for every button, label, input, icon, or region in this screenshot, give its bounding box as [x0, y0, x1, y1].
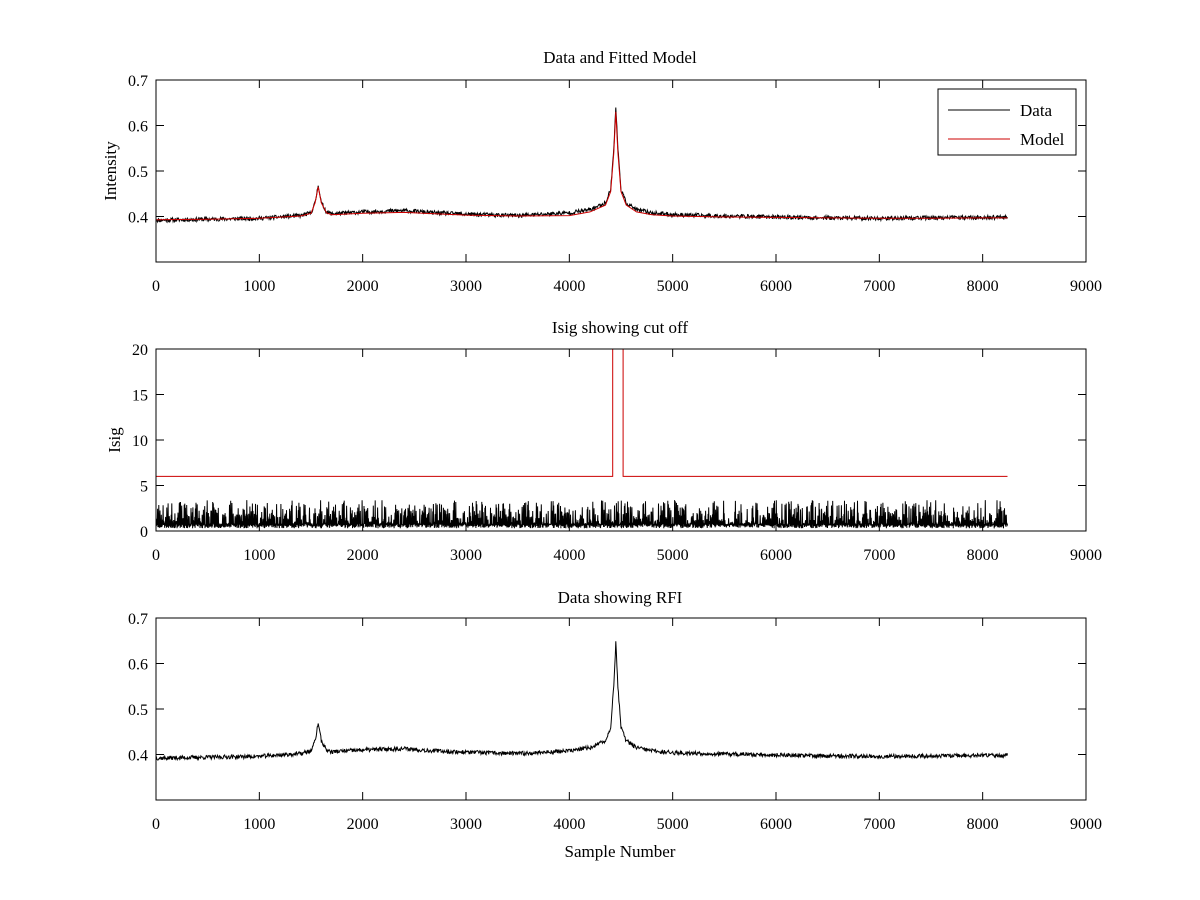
- y-tick-label: 0.4: [128, 210, 148, 227]
- x-tick-label: 5000: [657, 547, 689, 564]
- x-tick-label: 9000: [1070, 278, 1102, 295]
- x-tick-label: 3000: [450, 816, 482, 833]
- x-tick-label: 0: [152, 278, 160, 295]
- legend-box: [937, 88, 1077, 156]
- y-tick-label: 0.7: [128, 73, 148, 90]
- y-axis-label: Isig: [105, 427, 124, 453]
- x-tick-label: 5000: [657, 816, 689, 833]
- y-tick-label: 5: [140, 479, 148, 496]
- plot-title: Data and Fitted Model: [543, 48, 697, 67]
- subplot-data-and-fitted-model: Data and Fitted Model Intensity 0 1000 200…: [101, 48, 1102, 295]
- series-line-data: [156, 641, 1008, 762]
- y-tick-label: 20: [132, 342, 148, 359]
- plot-title: Isig showing cut off: [552, 318, 688, 337]
- x-tick-label: 7000: [863, 547, 895, 564]
- x-tick-label: 8000: [967, 547, 999, 564]
- x-tick-label: 1000: [243, 816, 275, 833]
- y-tick-label: 0.5: [128, 702, 148, 719]
- x-tick-label: 5000: [657, 278, 689, 295]
- y-tick-label: 10: [132, 433, 148, 450]
- x-tick-label: 7000: [863, 278, 895, 295]
- x-tick-label: 3000: [450, 278, 482, 295]
- series-line-isig: [156, 500, 1009, 529]
- x-tick-label: 2000: [347, 278, 379, 295]
- x-tick-label: 8000: [967, 816, 999, 833]
- x-tick-label: 2000: [347, 816, 379, 833]
- series-line-model: [156, 111, 1008, 221]
- x-tick-label: 0: [152, 816, 160, 833]
- y-tick-label: 0: [140, 524, 148, 541]
- x-tick-label: 4000: [553, 278, 585, 295]
- x-tick-label: 4000: [553, 816, 585, 833]
- y-tick-label: 0.7: [128, 611, 148, 628]
- series-line-data: [156, 107, 1008, 224]
- x-tick-label: 1000: [243, 547, 275, 564]
- x-tick-label: 6000: [760, 547, 792, 564]
- x-tick-label: 9000: [1070, 816, 1102, 833]
- legend: Data Model: [937, 88, 1077, 156]
- x-tick-label: 2000: [347, 547, 379, 564]
- x-tick-label: 0: [152, 547, 160, 564]
- plot-area: [156, 80, 1086, 262]
- x-tick-label: 3000: [450, 547, 482, 564]
- x-tick-label: 8000: [967, 278, 999, 295]
- x-tick-label: 9000: [1070, 547, 1102, 564]
- y-tick-label: 0.6: [128, 657, 148, 674]
- legend-label-data: Data: [1020, 101, 1053, 120]
- y-axis-label: Intensity: [101, 141, 120, 201]
- y-tick-label: 15: [132, 388, 148, 405]
- x-axis-label: Sample Number: [565, 842, 676, 861]
- x-tick-label: 7000: [863, 816, 895, 833]
- y-tick-label: 0.5: [128, 164, 148, 181]
- legend-label-model: Model: [1020, 130, 1065, 149]
- x-tick-label: 1000: [243, 278, 275, 295]
- plot-title: Data showing RFI: [558, 588, 683, 607]
- x-tick-label: 4000: [553, 547, 585, 564]
- y-tick-label: 0.4: [128, 748, 148, 765]
- subplot-isig-showing-cut-off: Isig showing cut off Isig 0 1000 2000 3000 4…: [105, 318, 1102, 564]
- plot-area: [156, 618, 1086, 800]
- y-tick-label: 0.6: [128, 119, 148, 136]
- subplot-data-showing-rfi: Data showing RFI Sample Number 0 1000 2000…: [128, 588, 1102, 861]
- x-tick-label: 6000: [760, 816, 792, 833]
- x-tick-label: 6000: [760, 278, 792, 295]
- series-line-cut-off: [156, 349, 1008, 477]
